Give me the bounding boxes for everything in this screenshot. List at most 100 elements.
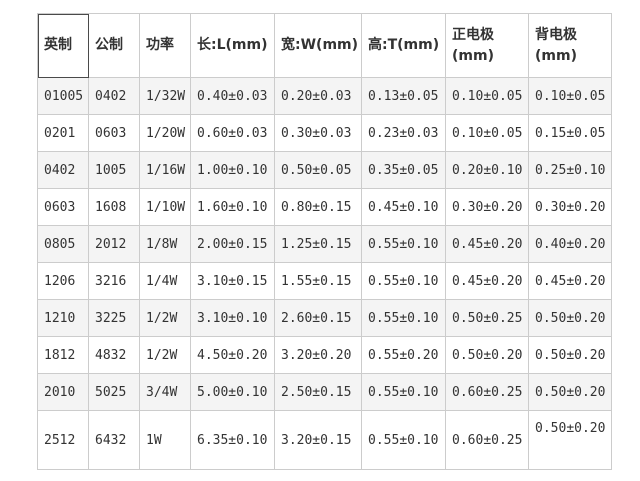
table-row: 1206 3216 1/4W 3.10±0.15 1.55±0.15 0.55±0.10 0… bbox=[37, 262, 613, 300]
table-cell: 1/4W bbox=[139, 262, 191, 300]
table-row: 01005 0402 1/32W 0.40±0.03 0.20±0.03 0.13±0.0… bbox=[37, 77, 613, 115]
table-cell: 1608 bbox=[88, 188, 140, 226]
table-cell: 0.55±0.10 bbox=[361, 410, 447, 470]
table-cell: 2.60±0.15 bbox=[273, 299, 363, 337]
table-row: 2512 6432 1W 6.35±0.10 3.20±0.15 0.55±0.10 0.6… bbox=[37, 410, 613, 470]
table-row: 0805 2012 1/8W 2.00±0.15 1.25±0.15 0.55±0.10 0… bbox=[37, 225, 613, 263]
table-cell: 0603 bbox=[37, 188, 89, 226]
table-row: 1812 4832 1/2W 4.50±0.20 3.20±0.20 0.55±0.20 0… bbox=[37, 336, 613, 374]
col-header-width: 宽:W(mm) bbox=[273, 13, 363, 78]
table-cell: 1.00±0.10 bbox=[190, 151, 275, 189]
table-cell: 1/20W bbox=[139, 114, 191, 152]
table-cell: 0402 bbox=[37, 151, 89, 189]
table-cell: 0.50±0.20 bbox=[528, 373, 613, 411]
table-body: 01005 0402 1/32W 0.40±0.03 0.20±0.03 0.13±0.0… bbox=[37, 77, 613, 470]
table-row: 1210 3225 1/2W 3.10±0.10 2.60±0.15 0.55±0.10 0… bbox=[37, 299, 613, 337]
table-cell: 1/10W bbox=[139, 188, 191, 226]
package-size-table: 英制 公制 功率 长:L(mm) 宽:W(mm) 高:T(mm) 正电极 (mm… bbox=[37, 13, 613, 470]
table-cell: 1206 bbox=[37, 262, 89, 300]
table-cell: 1.25±0.15 bbox=[273, 225, 363, 263]
table-cell: 0402 bbox=[88, 77, 140, 115]
col-header-metric: 公制 bbox=[88, 13, 140, 78]
table-cell: 6432 bbox=[88, 410, 140, 470]
table-cell: 0.50±0.20 bbox=[528, 299, 613, 337]
table-cell: 0.45±0.20 bbox=[528, 262, 613, 300]
table-cell: 0.45±0.20 bbox=[445, 262, 530, 300]
table-cell: 3.10±0.15 bbox=[190, 262, 275, 300]
table-cell: 6.35±0.10 bbox=[190, 410, 275, 470]
table-header: 英制 公制 功率 长:L(mm) 宽:W(mm) 高:T(mm) 正电极 (mm… bbox=[37, 13, 613, 78]
table-cell: 1W bbox=[139, 410, 191, 470]
table-cell: 0.30±0.20 bbox=[445, 188, 530, 226]
table-row: 0603 1608 1/10W 1.60±0.10 0.80±0.15 0.45±0.10… bbox=[37, 188, 613, 226]
table-cell: 0.60±0.25 bbox=[445, 373, 530, 411]
table-cell: 2.00±0.15 bbox=[190, 225, 275, 263]
table-cell: 0.13±0.05 bbox=[361, 77, 447, 115]
table-row: 2010 5025 3/4W 5.00±0.10 2.50±0.15 0.55±0.10 0… bbox=[37, 373, 613, 411]
table-cell: 1/2W bbox=[139, 299, 191, 337]
table-cell: 3.20±0.20 bbox=[273, 336, 363, 374]
table-cell: 1/32W bbox=[139, 77, 191, 115]
table-cell: 0.23±0.03 bbox=[361, 114, 447, 152]
table-cell: 0.30±0.03 bbox=[273, 114, 363, 152]
table-cell: 0.10±0.05 bbox=[445, 77, 530, 115]
col-header-front-electrode: 正电极 (mm) bbox=[445, 13, 530, 78]
table-cell: 0.60±0.03 bbox=[190, 114, 275, 152]
table-cell: 1.55±0.15 bbox=[273, 262, 363, 300]
table-cell: 0.55±0.10 bbox=[361, 225, 447, 263]
table-cell: 4832 bbox=[88, 336, 140, 374]
table-cell: 0.20±0.10 bbox=[445, 151, 530, 189]
table-cell: 3216 bbox=[88, 262, 140, 300]
table-cell: 3.10±0.10 bbox=[190, 299, 275, 337]
table-cell: 1812 bbox=[37, 336, 89, 374]
table-cell: 0603 bbox=[88, 114, 140, 152]
table-cell: 1/2W bbox=[139, 336, 191, 374]
table-cell: 0.55±0.10 bbox=[361, 373, 447, 411]
table-cell: 0.45±0.10 bbox=[361, 188, 447, 226]
table-cell: 0805 bbox=[37, 225, 89, 263]
table-cell: 0.15±0.05 bbox=[528, 114, 613, 152]
table-row: 0201 0603 1/20W 0.60±0.03 0.30±0.03 0.23±0.03… bbox=[37, 114, 613, 152]
table-cell: 0.40±0.03 bbox=[190, 77, 275, 115]
table-cell: 0.50±0.20 bbox=[528, 336, 613, 374]
table-cell: 3/4W bbox=[139, 373, 191, 411]
table-cell: 0.20±0.03 bbox=[273, 77, 363, 115]
table-cell: 0.35±0.05 bbox=[361, 151, 447, 189]
table-cell: 0.10±0.05 bbox=[445, 114, 530, 152]
table-cell: 0.50±0.25 bbox=[445, 299, 530, 337]
table-cell: 01005 bbox=[37, 77, 89, 115]
table-cell: 5025 bbox=[88, 373, 140, 411]
table-cell: 0.50±0.20 bbox=[445, 336, 530, 374]
table-row: 0402 1005 1/16W 1.00±0.10 0.50±0.05 0.35±0.05… bbox=[37, 151, 613, 189]
table-cell: 2512 bbox=[37, 410, 89, 470]
table-cell: 0.80±0.15 bbox=[273, 188, 363, 226]
table-cell: 1005 bbox=[88, 151, 140, 189]
col-header-length: 长:L(mm) bbox=[190, 13, 275, 78]
header-row: 英制 公制 功率 长:L(mm) 宽:W(mm) 高:T(mm) 正电极 (mm… bbox=[37, 13, 613, 78]
table-cell: 1/8W bbox=[139, 225, 191, 263]
table-cell: 3225 bbox=[88, 299, 140, 337]
col-header-power: 功率 bbox=[139, 13, 191, 78]
col-header-back-electrode: 背电极 (mm) bbox=[528, 13, 613, 78]
table-cell: 0.40±0.20 bbox=[528, 225, 613, 263]
table-cell: 0.50±0.05 bbox=[273, 151, 363, 189]
table-cell: 1/16W bbox=[139, 151, 191, 189]
table-cell: 0.50±0.20 bbox=[528, 410, 613, 470]
col-header-height: 高:T(mm) bbox=[361, 13, 447, 78]
table-cell: 2010 bbox=[37, 373, 89, 411]
table-cell: 0.45±0.20 bbox=[445, 225, 530, 263]
table-cell: 4.50±0.20 bbox=[190, 336, 275, 374]
table-cell: 0.10±0.05 bbox=[528, 77, 613, 115]
table-cell: 0.60±0.25 bbox=[445, 410, 530, 470]
table-cell: 0201 bbox=[37, 114, 89, 152]
table-cell: 2012 bbox=[88, 225, 140, 263]
table-cell: 1210 bbox=[37, 299, 89, 337]
col-header-imperial: 英制 bbox=[37, 13, 89, 78]
table-cell: 0.55±0.20 bbox=[361, 336, 447, 374]
table-cell: 5.00±0.10 bbox=[190, 373, 275, 411]
table-cell: 2.50±0.15 bbox=[273, 373, 363, 411]
table-cell: 0.25±0.10 bbox=[528, 151, 613, 189]
table-cell: 0.55±0.10 bbox=[361, 299, 447, 337]
table-cell: 0.30±0.20 bbox=[528, 188, 613, 226]
